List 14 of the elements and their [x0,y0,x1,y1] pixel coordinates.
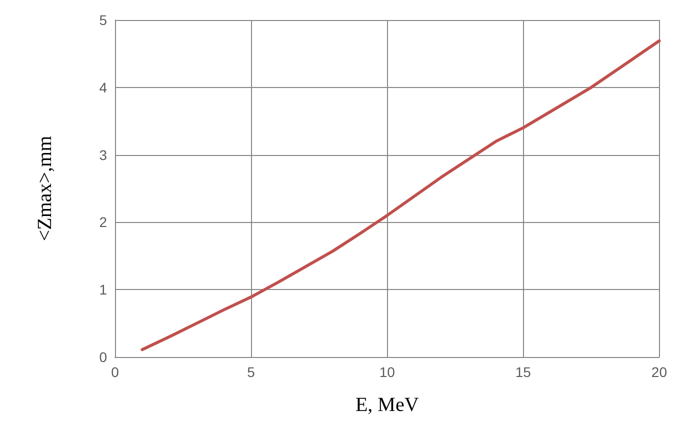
x-tick-label: 5 [247,364,256,380]
y-tick-label: 4 [99,79,108,96]
y-tick-label: 0 [99,349,108,365]
y-tick-label: 5 [99,12,108,28]
x-tick-label: 15 [515,364,532,380]
y-tick-label: 1 [99,282,108,298]
x-axis-title: E, MeV [355,394,420,416]
line-series [140,39,661,352]
x-tick-label: 0 [111,364,120,380]
y-tick-label: 3 [99,146,108,163]
y-tick-label: 2 [99,214,108,230]
y-axis-title: <Zmax>,mm [34,135,56,242]
x-tick-label: 10 [379,364,396,380]
x-tick-label: 20 [651,364,668,380]
